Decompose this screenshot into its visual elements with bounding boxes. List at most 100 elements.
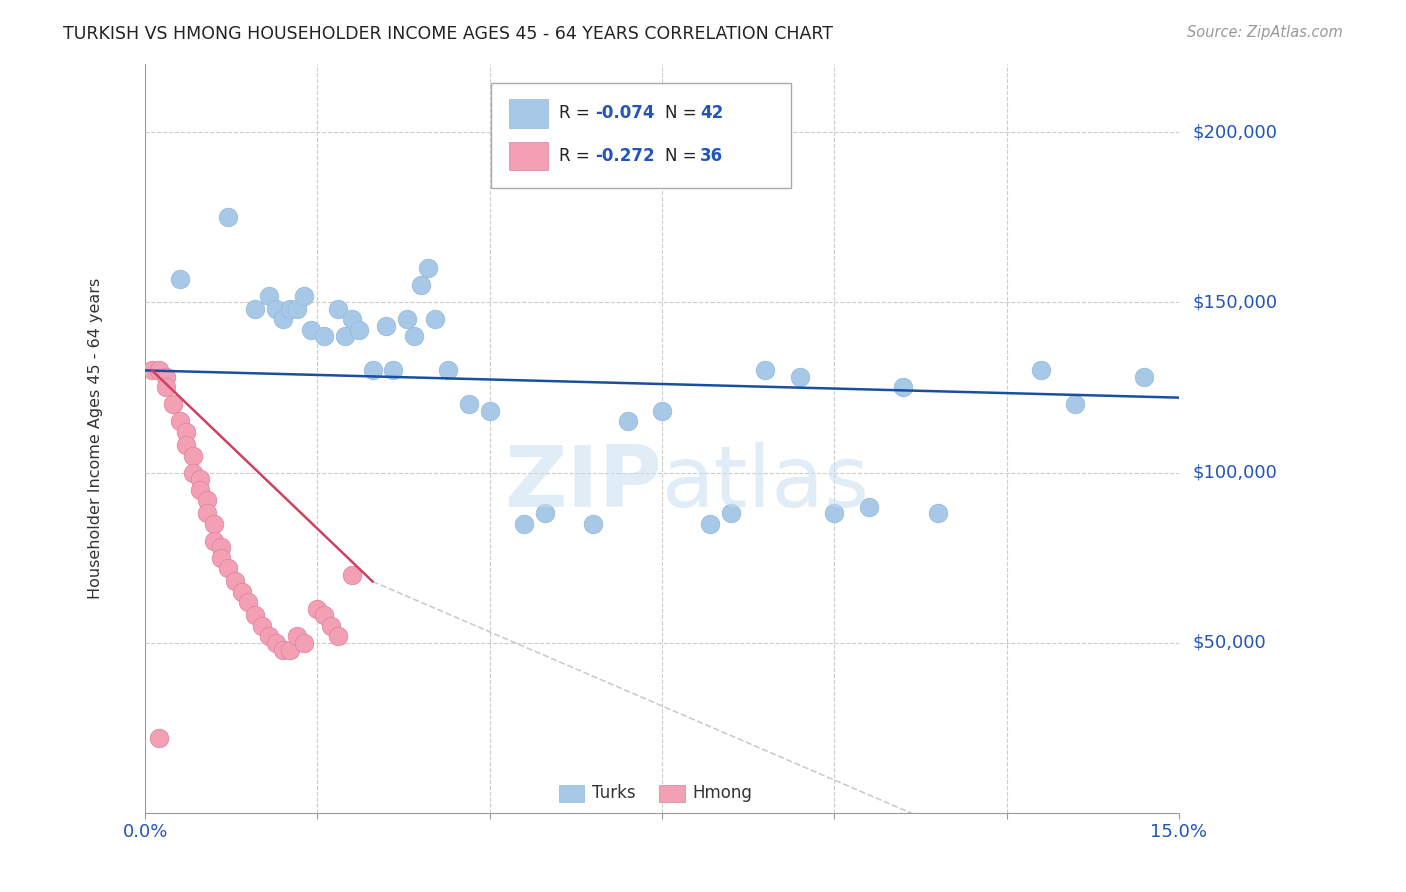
Point bbox=[1064, 397, 1087, 411]
Point bbox=[382, 363, 405, 377]
Text: 36: 36 bbox=[700, 147, 723, 165]
Text: $150,000: $150,000 bbox=[1192, 293, 1278, 311]
Point bbox=[1029, 363, 1052, 377]
Point bbox=[416, 261, 439, 276]
Point bbox=[278, 642, 301, 657]
Point bbox=[616, 414, 638, 428]
Point bbox=[209, 541, 232, 555]
Point bbox=[176, 438, 198, 452]
Point bbox=[582, 516, 605, 531]
Point bbox=[651, 404, 673, 418]
Text: atlas: atlas bbox=[662, 442, 870, 524]
Point bbox=[169, 414, 191, 428]
Point bbox=[252, 618, 274, 632]
Point bbox=[285, 302, 308, 317]
Point bbox=[245, 302, 267, 317]
Bar bbox=[558, 785, 585, 802]
Point bbox=[176, 425, 198, 439]
Point bbox=[195, 507, 218, 521]
Point bbox=[326, 302, 349, 317]
Point bbox=[423, 312, 446, 326]
Point bbox=[195, 492, 218, 507]
Point bbox=[162, 397, 184, 411]
Text: Householder Income Ages 45 - 64 years: Householder Income Ages 45 - 64 years bbox=[89, 277, 103, 599]
Point bbox=[340, 312, 363, 326]
Point bbox=[333, 329, 356, 343]
Point bbox=[361, 363, 384, 377]
Point bbox=[340, 567, 363, 582]
Point bbox=[141, 363, 163, 377]
Point bbox=[188, 483, 211, 497]
Point bbox=[202, 533, 225, 548]
Point bbox=[209, 550, 232, 565]
Point bbox=[513, 516, 536, 531]
Text: $100,000: $100,000 bbox=[1192, 464, 1278, 482]
Point bbox=[264, 302, 287, 317]
FancyBboxPatch shape bbox=[492, 83, 792, 187]
Text: R =: R = bbox=[558, 104, 595, 122]
Point bbox=[927, 507, 949, 521]
Text: N =: N = bbox=[665, 104, 702, 122]
Point bbox=[720, 507, 742, 521]
Point bbox=[307, 601, 329, 615]
Point bbox=[858, 500, 880, 514]
Point bbox=[271, 312, 294, 326]
Point bbox=[257, 288, 280, 302]
Point bbox=[155, 380, 177, 394]
Point bbox=[148, 731, 170, 745]
Point bbox=[395, 312, 418, 326]
Point bbox=[789, 370, 811, 384]
Point bbox=[292, 636, 315, 650]
Point bbox=[202, 516, 225, 531]
Text: 42: 42 bbox=[700, 104, 724, 122]
Text: TURKISH VS HMONG HOUSEHOLDER INCOME AGES 45 - 64 YEARS CORRELATION CHART: TURKISH VS HMONG HOUSEHOLDER INCOME AGES… bbox=[63, 25, 834, 43]
Point bbox=[314, 329, 336, 343]
Point bbox=[1133, 370, 1156, 384]
Point bbox=[188, 472, 211, 486]
Bar bbox=[509, 142, 548, 170]
Point bbox=[217, 211, 239, 225]
Point bbox=[278, 302, 301, 317]
Point bbox=[299, 322, 322, 336]
Point bbox=[409, 278, 432, 293]
Text: ZIP: ZIP bbox=[505, 442, 662, 524]
Point bbox=[271, 642, 294, 657]
Point bbox=[699, 516, 721, 531]
Text: $200,000: $200,000 bbox=[1192, 123, 1278, 141]
Point bbox=[478, 404, 501, 418]
Text: N =: N = bbox=[665, 147, 702, 165]
Point bbox=[321, 618, 343, 632]
Text: -0.074: -0.074 bbox=[595, 104, 654, 122]
Point bbox=[437, 363, 460, 377]
Bar bbox=[659, 785, 685, 802]
Point bbox=[217, 561, 239, 575]
Text: -0.272: -0.272 bbox=[595, 147, 654, 165]
Point bbox=[326, 629, 349, 643]
Point bbox=[891, 380, 914, 394]
Point bbox=[245, 608, 267, 623]
Point bbox=[224, 574, 246, 589]
Point bbox=[347, 322, 370, 336]
Text: Source: ZipAtlas.com: Source: ZipAtlas.com bbox=[1187, 25, 1343, 40]
Text: Hmong: Hmong bbox=[692, 784, 752, 803]
Point bbox=[155, 370, 177, 384]
Text: $50,000: $50,000 bbox=[1192, 633, 1267, 652]
Point bbox=[257, 629, 280, 643]
Text: Turks: Turks bbox=[592, 784, 636, 803]
Text: R =: R = bbox=[558, 147, 595, 165]
Point bbox=[402, 329, 425, 343]
Bar bbox=[509, 99, 548, 128]
Point bbox=[238, 595, 260, 609]
Point bbox=[533, 507, 555, 521]
Point bbox=[754, 363, 776, 377]
Point bbox=[285, 629, 308, 643]
Point bbox=[148, 363, 170, 377]
Point bbox=[292, 288, 315, 302]
Point bbox=[264, 636, 287, 650]
Point bbox=[375, 319, 398, 334]
Point bbox=[231, 584, 253, 599]
Point bbox=[458, 397, 481, 411]
Point bbox=[314, 608, 336, 623]
Point bbox=[169, 271, 191, 285]
Point bbox=[823, 507, 845, 521]
